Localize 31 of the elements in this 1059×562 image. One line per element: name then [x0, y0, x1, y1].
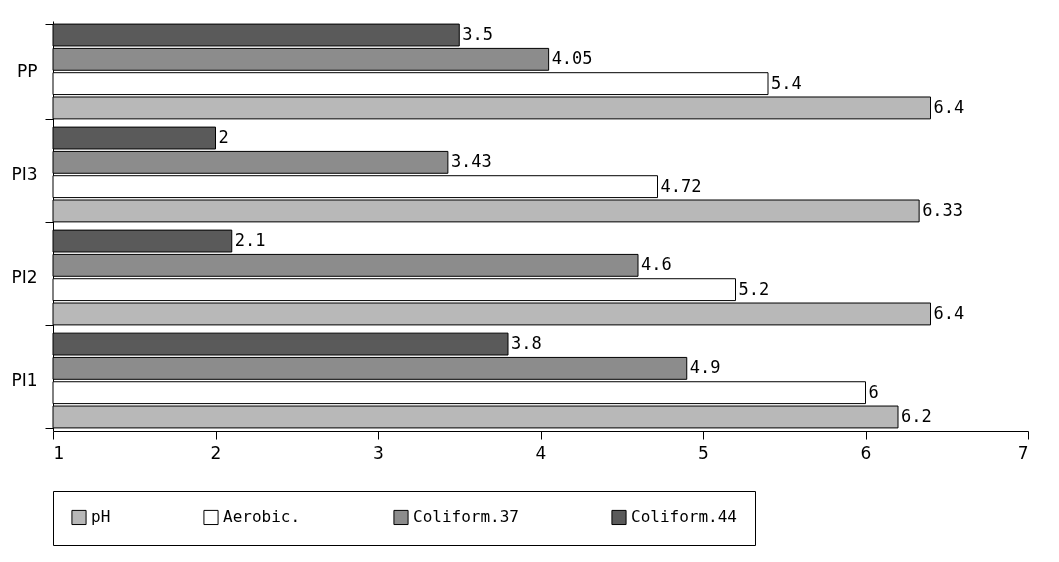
data-label: 6.33 [922, 199, 964, 220]
y-tick-label: PI3 [11, 163, 38, 184]
data-label: 6.4 [933, 96, 965, 117]
data-label: 5.2 [738, 278, 770, 299]
data-label: 3.43 [450, 151, 492, 172]
legend-label: Aerobic. [223, 507, 301, 527]
data-label: 2.1 [234, 230, 266, 251]
x-tick-label: 6 [860, 442, 872, 463]
data-label: 4.05 [551, 48, 593, 69]
legend-label: pH [91, 507, 111, 527]
data-label: 2 [218, 127, 229, 148]
x-tick-label: 7 [1017, 442, 1029, 463]
data-label: 5.4 [771, 72, 802, 93]
data-label: 4.6 [641, 254, 672, 275]
data-label: 6.2 [901, 405, 932, 426]
data-label: 4.9 [689, 357, 721, 378]
x-tick-label: 3 [373, 442, 384, 463]
data-label: 6.4 [933, 302, 965, 323]
data-label: 6 [868, 381, 879, 402]
data-label: 3.8 [511, 333, 542, 354]
x-tick-label: 1 [53, 442, 65, 463]
legend-label: Coliform.37 [413, 507, 519, 527]
data-label: 4.72 [660, 175, 702, 196]
x-tick-label: 4 [535, 442, 547, 463]
x-tick-label: 5 [698, 442, 709, 463]
x-tick-label: 2 [210, 442, 222, 463]
y-tick-label: PI1 [11, 370, 38, 391]
data-label: 3.5 [462, 24, 493, 45]
y-tick-label: PP [16, 60, 38, 81]
legend-label: Coliform.44 [631, 507, 737, 527]
y-tick-label: PI2 [11, 267, 38, 288]
